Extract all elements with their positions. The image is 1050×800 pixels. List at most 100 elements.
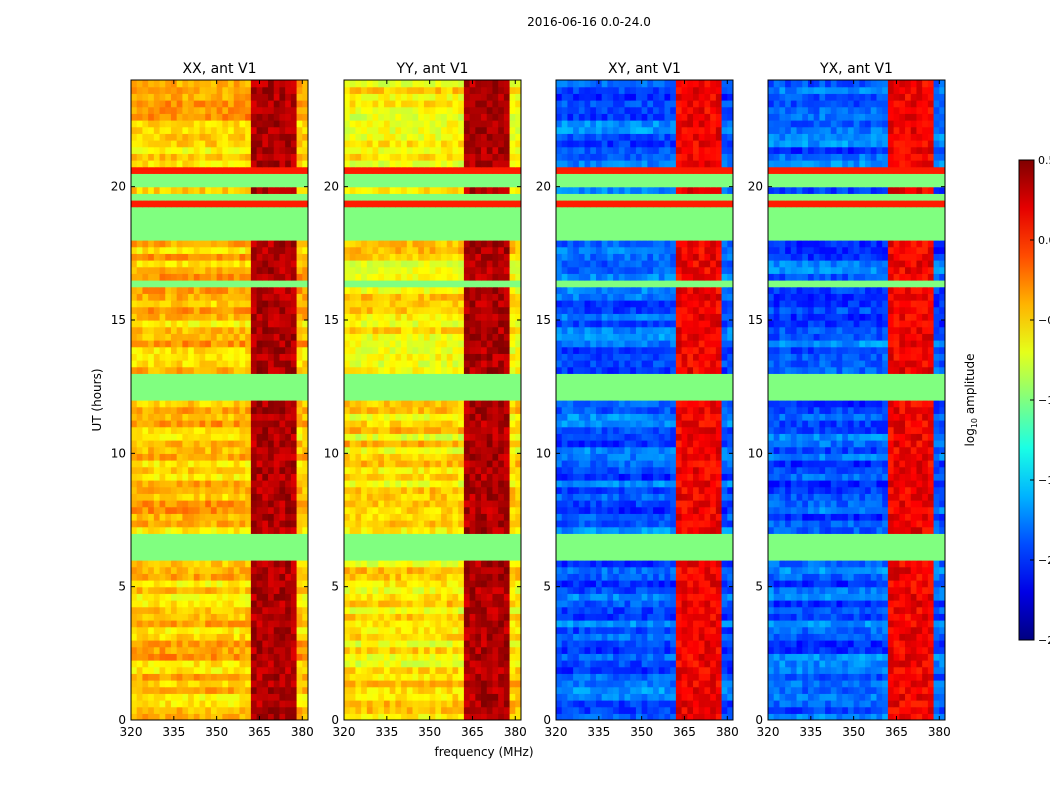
heatmap-cell — [423, 580, 431, 588]
heatmap-cell — [344, 540, 351, 548]
heatmap-cell — [344, 553, 351, 561]
heatmap-cell — [159, 226, 166, 234]
heatmap-cell — [182, 326, 189, 334]
heatmap-cell — [193, 200, 201, 208]
heatmap-cell — [296, 620, 303, 628]
heatmap-cell — [285, 693, 292, 701]
heatmap-cell — [361, 573, 368, 581]
heatmap-cell — [418, 360, 425, 368]
heatmap-cell — [216, 700, 223, 708]
heatmap-cell — [383, 293, 391, 301]
heatmap-cell — [159, 713, 166, 720]
heatmap-cell — [159, 433, 166, 441]
heatmap-cell — [383, 520, 391, 528]
heatmap-cell — [435, 620, 442, 628]
heatmap-cell — [492, 313, 499, 321]
heatmap-cell — [366, 546, 374, 554]
heatmap-cell — [239, 326, 246, 334]
heatmap-cell — [492, 680, 499, 688]
heatmap-cell — [355, 693, 362, 701]
heatmap-cell — [136, 113, 144, 121]
heatmap-cell — [268, 213, 275, 221]
heatmap-cell — [222, 673, 229, 681]
heatmap-cell — [148, 520, 155, 528]
heatmap-cell — [159, 200, 166, 208]
heatmap-cell — [452, 513, 459, 521]
heatmap-cell — [290, 473, 298, 481]
heatmap-cell — [475, 500, 482, 508]
heatmap-cell — [498, 660, 505, 668]
heatmap-cell — [383, 386, 391, 394]
heatmap-cell — [389, 440, 396, 448]
heatmap-cell — [205, 313, 212, 321]
heatmap-cell — [262, 133, 269, 141]
heatmap-cell — [136, 700, 144, 708]
heatmap-cell — [401, 440, 408, 448]
heatmap-cell — [423, 520, 431, 528]
heatmap-cell — [148, 326, 155, 334]
heatmap-cell — [515, 473, 521, 481]
heatmap-cell — [159, 220, 166, 228]
heatmap-cell — [176, 373, 183, 381]
heatmap-cell — [290, 413, 298, 421]
heatmap-cell — [199, 233, 206, 241]
heatmap-cell — [429, 660, 436, 668]
heatmap-cell — [296, 213, 303, 221]
heatmap-cell — [401, 380, 408, 388]
heatmap-cell — [279, 80, 286, 88]
heatmap-cell — [366, 373, 374, 381]
heatmap-cell — [193, 440, 201, 448]
heatmap-cell — [446, 713, 454, 720]
heatmap-cell — [378, 446, 385, 454]
heatmap-cell — [182, 573, 189, 581]
heatmap-cell — [222, 460, 229, 468]
heatmap-cell — [302, 660, 308, 668]
heatmap-cell — [136, 560, 144, 568]
heatmap-cell — [205, 620, 212, 628]
heatmap-cell — [458, 460, 465, 468]
heatmap-cell — [182, 680, 189, 688]
heatmap-cell — [475, 680, 482, 688]
heatmap-cell — [205, 146, 212, 154]
heatmap-cell — [475, 313, 482, 321]
heatmap-cell — [302, 226, 308, 234]
heatmap-cell — [233, 686, 241, 694]
heatmap-cell — [250, 206, 258, 214]
heatmap-cell — [176, 120, 183, 128]
heatmap-cell — [463, 426, 471, 434]
heatmap-cell — [372, 646, 379, 654]
heatmap-cell — [290, 633, 298, 641]
heatmap-cell — [273, 713, 281, 720]
heatmap-cell — [165, 646, 172, 654]
heatmap-cell — [250, 186, 258, 194]
heatmap-cell — [469, 340, 476, 348]
heatmap-cell — [458, 453, 465, 461]
heatmap-cell — [159, 93, 166, 101]
heatmap-cell — [279, 466, 286, 474]
heatmap-cell — [475, 453, 482, 461]
heatmap-cell — [372, 313, 379, 321]
heatmap-cell — [435, 686, 442, 694]
heatmap-cell — [239, 293, 246, 301]
heatmap-cell — [153, 300, 161, 308]
heatmap-cell — [296, 540, 303, 548]
heatmap-cell — [486, 666, 494, 674]
heatmap-cell — [509, 360, 516, 368]
heatmap-cell — [131, 373, 138, 381]
heatmap-cell — [503, 386, 511, 394]
heatmap-cell — [245, 133, 252, 141]
heatmap-cell — [406, 586, 414, 594]
heatmap-cell — [395, 473, 402, 481]
heatmap-cell — [250, 300, 258, 308]
heatmap-cell — [233, 553, 241, 561]
heatmap-cell — [429, 646, 436, 654]
heatmap-cell — [199, 186, 206, 194]
heatmap-cell — [142, 640, 149, 648]
heatmap-cell — [250, 566, 258, 574]
heatmap-cell — [199, 613, 206, 621]
heatmap-cell — [222, 653, 229, 661]
heatmap-cell — [279, 446, 286, 454]
heatmap-cell — [279, 253, 286, 261]
heatmap-cell — [176, 420, 183, 428]
heatmap-cell — [389, 586, 396, 594]
